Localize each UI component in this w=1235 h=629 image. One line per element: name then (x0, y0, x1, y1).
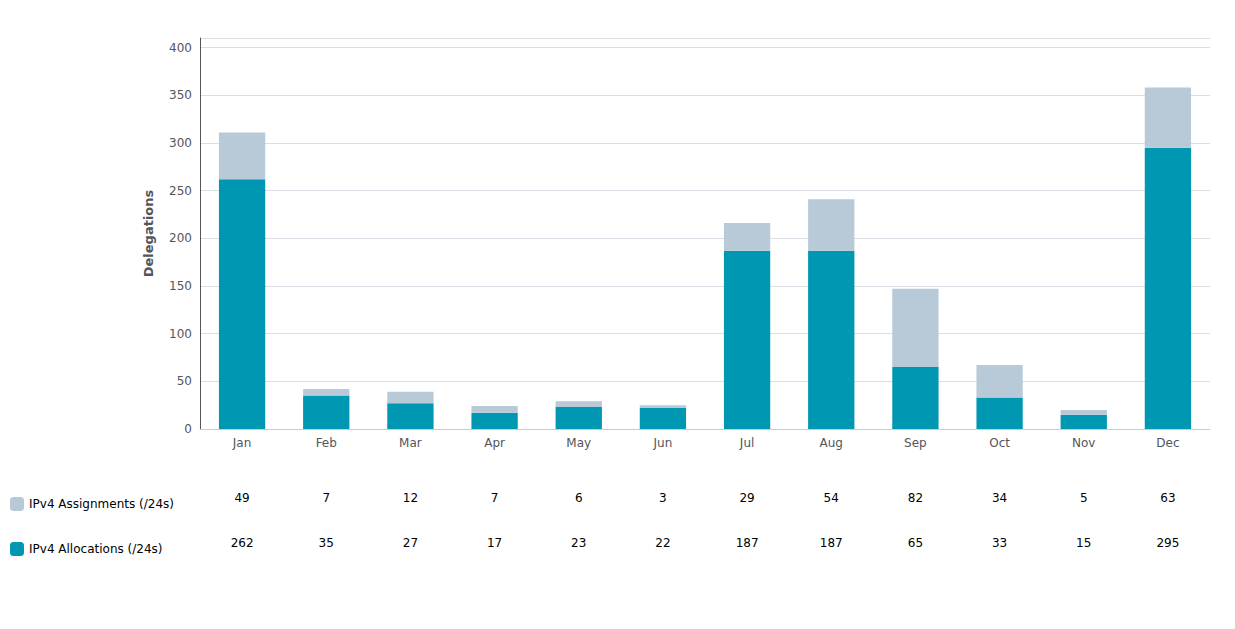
svg-text:49: 49 (234, 491, 249, 505)
svg-text:300: 300 (169, 136, 192, 150)
svg-text:23: 23 (571, 536, 586, 550)
svg-text:22: 22 (655, 536, 670, 550)
svg-text:Dec: Dec (1156, 436, 1179, 450)
svg-text:35: 35 (319, 536, 334, 550)
svg-text:12: 12 (403, 491, 418, 505)
svg-text:5: 5 (1080, 491, 1088, 505)
svg-text:7: 7 (322, 491, 330, 505)
svg-text:33: 33 (992, 536, 1007, 550)
svg-text:Delegations: Delegations (141, 189, 156, 277)
svg-text:May: May (566, 436, 591, 450)
svg-text:295: 295 (1156, 536, 1179, 550)
svg-text:IPv4 Assignments (/24s): IPv4 Assignments (/24s) (29, 497, 174, 511)
svg-text:200: 200 (169, 231, 192, 245)
svg-text:187: 187 (820, 536, 843, 550)
svg-text:65: 65 (908, 536, 923, 550)
svg-text:250: 250 (169, 184, 192, 198)
svg-text:100: 100 (169, 327, 192, 341)
svg-text:150: 150 (169, 279, 192, 293)
svg-text:Aug: Aug (820, 436, 843, 450)
svg-text:27: 27 (403, 536, 418, 550)
svg-text:Oct: Oct (989, 436, 1010, 450)
svg-text:400: 400 (169, 41, 192, 55)
svg-text:0: 0 (184, 422, 192, 436)
svg-text:54: 54 (824, 491, 839, 505)
svg-text:34: 34 (992, 491, 1007, 505)
svg-text:Apr: Apr (484, 436, 505, 450)
svg-text:17: 17 (487, 536, 502, 550)
svg-text:187: 187 (736, 536, 759, 550)
svg-text:63: 63 (1160, 491, 1175, 505)
svg-text:Jan: Jan (232, 436, 252, 450)
svg-text:7: 7 (491, 491, 499, 505)
svg-text:15: 15 (1076, 536, 1091, 550)
svg-text:Jul: Jul (739, 436, 754, 450)
svg-text:262: 262 (231, 536, 254, 550)
svg-text:Sep: Sep (904, 436, 927, 450)
svg-text:50: 50 (177, 374, 192, 388)
svg-text:Nov: Nov (1072, 436, 1095, 450)
svg-text:350: 350 (169, 88, 192, 102)
svg-text:6: 6 (575, 491, 583, 505)
svg-text:3: 3 (659, 491, 667, 505)
svg-text:Feb: Feb (316, 436, 337, 450)
svg-text:Mar: Mar (399, 436, 422, 450)
svg-text:29: 29 (739, 491, 754, 505)
svg-text:82: 82 (908, 491, 923, 505)
svg-text:IPv4 Allocations (/24s): IPv4 Allocations (/24s) (29, 542, 162, 556)
svg-text:Jun: Jun (653, 436, 673, 450)
